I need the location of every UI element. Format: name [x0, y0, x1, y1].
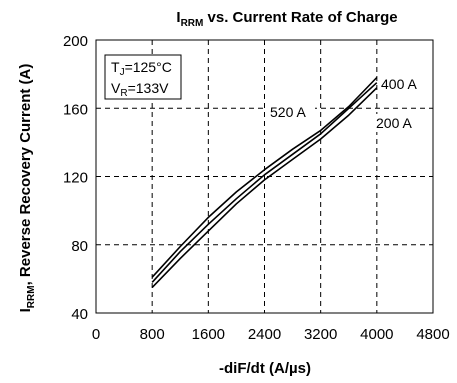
chart-title-prefix: I: [176, 9, 180, 26]
x-tick-label: 2400: [248, 326, 281, 343]
y-tick-label: 160: [63, 101, 88, 118]
condition-tj-prefix: T: [111, 59, 120, 75]
y-tick-label: 120: [63, 170, 88, 187]
y-tick-label: 40: [71, 306, 88, 323]
x-tick-label: 800: [140, 326, 165, 343]
series-label-200a: 200 A: [376, 115, 412, 131]
x-tick-label: 3200: [304, 326, 337, 343]
y-axis-label-prefix: I: [17, 308, 34, 312]
x-tick-label: 0: [92, 326, 100, 343]
condition-tj-suffix: =125°C: [125, 59, 172, 75]
label-400a-bg: [378, 75, 428, 93]
y-axis-label-suffix: , Reverse Recovery Current (A): [17, 64, 34, 286]
label-520a-bg: [267, 103, 315, 121]
condition-tj-sub: J: [120, 67, 125, 78]
y-tick-label: 80: [71, 238, 88, 255]
chart-title: IRRM vs. Current Rate of Charge: [176, 9, 397, 29]
series-group: [151, 76, 378, 288]
series-line-200a: [151, 87, 378, 288]
x-tick-labels: 0 800 1600 2400 3200 4000 4800: [92, 326, 450, 343]
x-tick-label: 4000: [360, 326, 393, 343]
chart-title-sub: RRM: [181, 18, 204, 29]
condition-vr-sub: R: [120, 88, 127, 99]
y-tick-label: 200: [63, 33, 88, 50]
series-line-400a: [151, 76, 378, 278]
series-label-520a: 520 A: [270, 104, 306, 120]
grid: [96, 40, 433, 313]
x-tick-label: 4800: [416, 326, 449, 343]
label-200a-bg: [373, 114, 423, 132]
plot-frame: [95, 39, 434, 314]
x-axis-label: -diF/dt (A/µs): [219, 360, 311, 377]
condition-tj: TJ=125°C: [111, 59, 172, 78]
series-line-520a: [151, 82, 378, 283]
y-axis-label-sub: RRM: [26, 285, 37, 308]
series-label-400a: 400 A: [381, 76, 417, 92]
condition-vr-prefix: V: [111, 80, 121, 96]
x-tick-label: 1600: [192, 326, 225, 343]
chart-title-suffix: vs. Current Rate of Charge: [203, 9, 397, 26]
y-axis-label: IRRM, Reverse Recovery Current (A): [17, 64, 37, 313]
y-tick-labels: 40 80 120 160 200: [63, 33, 88, 323]
condition-vr: VR=133V: [111, 80, 169, 99]
condition-vr-suffix: =133V: [128, 80, 170, 96]
conditions-box: [104, 54, 182, 100]
